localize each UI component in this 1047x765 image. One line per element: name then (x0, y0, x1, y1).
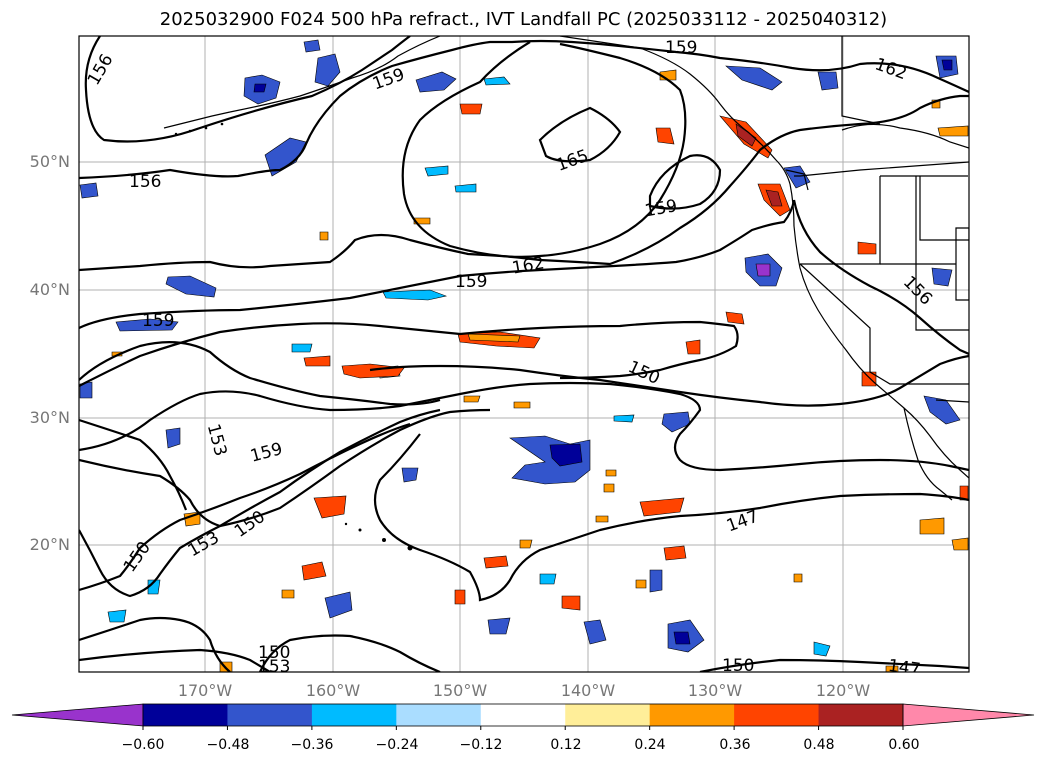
lat-label-20n: 20°N (29, 535, 70, 554)
contour-label: 147 (887, 656, 922, 680)
colorbar-tick: −0.24 (375, 737, 419, 753)
map-plot-area: 156 156 159 159 165 159 162 159 162 156 … (79, 36, 969, 680)
colorbar-segment (565, 704, 651, 726)
contour-label: 165 (554, 146, 591, 176)
lat-label-50n: 50°N (29, 152, 70, 171)
lon-label-150w: 150°W (432, 681, 488, 700)
contour-labels: 156 156 159 159 165 159 162 159 162 156 … (84, 38, 936, 680)
contour-label: 156 (899, 272, 936, 309)
colorbar-tick: −0.48 (206, 737, 250, 753)
colorbar-segment (818, 704, 904, 726)
lon-label-130w: 130°W (687, 681, 743, 700)
colorbar-segment (396, 704, 482, 726)
colorbar-tick: −0.12 (459, 737, 503, 753)
colorbar-segment (480, 704, 566, 726)
lat-label-30n: 30°N (29, 408, 70, 427)
colorbar-extend-min (11, 703, 144, 727)
colorbar (11, 703, 1035, 730)
contour-label: 153 (258, 657, 290, 677)
height-contours (79, 36, 969, 672)
contour-label: 162 (511, 253, 546, 278)
map-title: 2025032900 F024 500 hPa refract., IVT La… (159, 9, 888, 30)
colorbar-tick: 0.12 (550, 737, 582, 753)
colorbar-tick: 0.48 (803, 737, 835, 753)
contour-label: 159 (643, 196, 678, 221)
contour-label: 159 (142, 311, 174, 331)
colorbar-tick: 0.36 (719, 737, 751, 753)
lon-label-160w: 160°W (305, 681, 361, 700)
colorbar-segment (143, 704, 228, 726)
lon-label-140w: 140°W (560, 681, 616, 700)
contour-label: 150 (722, 656, 754, 676)
contour-label: 159 (665, 38, 697, 58)
coastlines (163, 36, 969, 501)
lat-label-40n: 40°N (29, 280, 70, 299)
islands (174, 122, 413, 551)
lon-label-170w: 170°W (177, 681, 233, 700)
contour-label: 159 (248, 439, 285, 467)
colorbar-extend-max (902, 703, 1035, 727)
contour-label: 153 (203, 422, 231, 459)
contour-label: 162 (872, 54, 909, 84)
contour-label: 150 (258, 643, 290, 663)
colorbar-tick: 0.24 (634, 737, 666, 753)
colorbar-frame (142, 703, 904, 727)
anomaly-fills (79, 39, 969, 672)
lon-label-120w: 120°W (815, 681, 871, 700)
contour-label: 156 (129, 172, 161, 192)
contour-label: 159 (455, 272, 487, 292)
colorbar-segment (227, 704, 313, 726)
colorbar-segment (649, 704, 735, 726)
contour-label: 153 (185, 528, 223, 562)
colorbar-segment (311, 704, 397, 726)
plot-frame (78, 35, 970, 673)
contour-label: 150 (231, 507, 269, 542)
colorbar-segment (734, 704, 820, 726)
colorbar-tick: −0.36 (290, 737, 334, 753)
colorbar-tick: −0.60 (121, 737, 165, 753)
colorbar-tick: 0.60 (888, 737, 920, 753)
